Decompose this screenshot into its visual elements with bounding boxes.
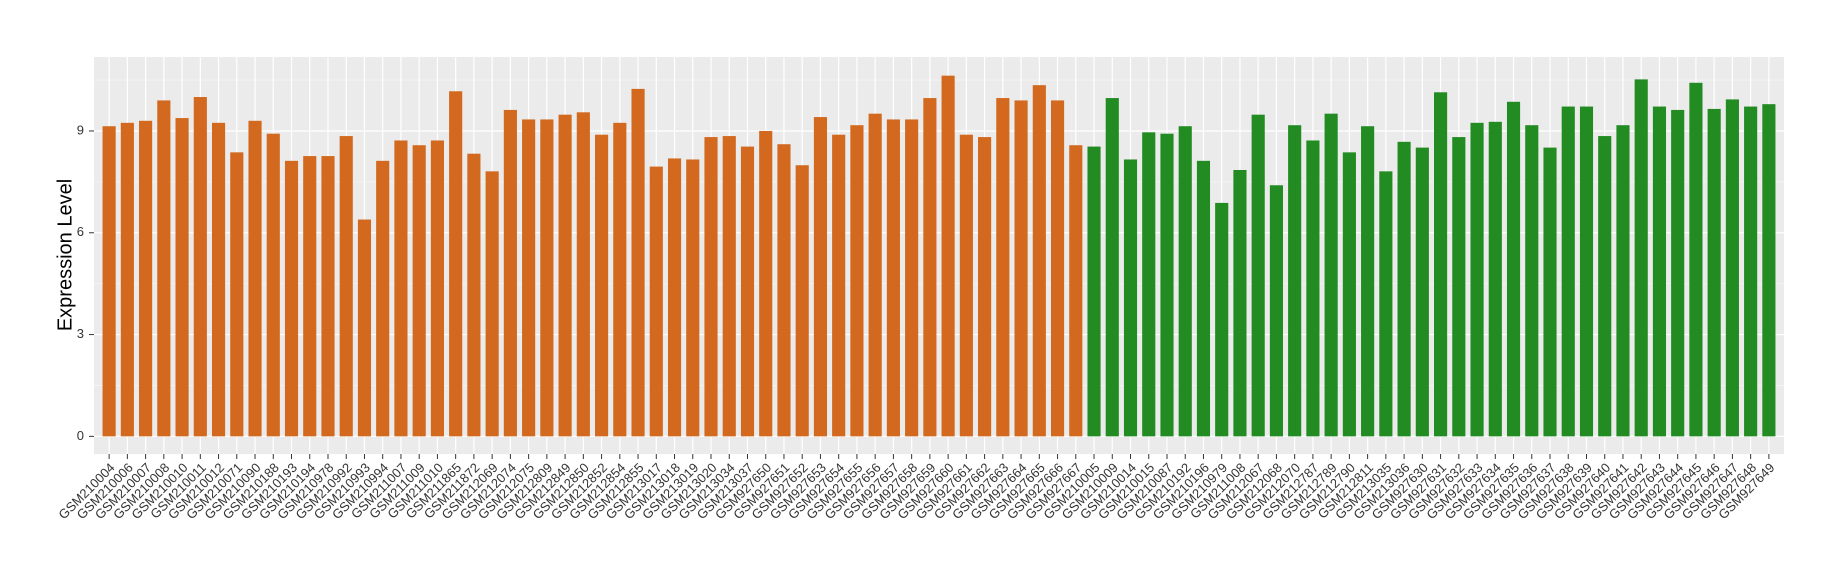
bar: [1525, 125, 1539, 437]
bar: [1634, 79, 1648, 437]
y-tick-label: 9: [77, 122, 84, 137]
bar: [1379, 171, 1393, 437]
bar: [339, 136, 353, 437]
bar: [1069, 145, 1083, 437]
bar: [193, 97, 207, 437]
bar: [120, 122, 134, 437]
bar: [923, 98, 937, 437]
bar: [558, 114, 572, 437]
bar: [1032, 85, 1046, 437]
bar: [1324, 113, 1338, 437]
bar: [266, 133, 280, 437]
bar: [211, 122, 226, 437]
bar: [1014, 100, 1028, 437]
bar: [996, 98, 1010, 437]
bar: [686, 159, 700, 437]
bar: [832, 134, 846, 437]
bar: [1707, 108, 1721, 437]
bar: [1306, 140, 1320, 437]
bar: [886, 119, 900, 437]
bar: [1142, 132, 1156, 437]
bar: [1598, 136, 1612, 437]
bar: [1123, 159, 1138, 437]
bar: [394, 140, 408, 437]
bar: [704, 137, 718, 437]
bar: [376, 160, 390, 437]
y-tick-label: 3: [77, 326, 84, 341]
bar: [1361, 126, 1375, 437]
bar: [1105, 98, 1119, 437]
bar: [1744, 106, 1758, 437]
bar: [467, 153, 481, 437]
bar: [102, 126, 116, 437]
bar: [1561, 106, 1575, 437]
bar: [357, 219, 372, 437]
bar: [868, 113, 882, 437]
bar: [1269, 185, 1283, 437]
bar: [1543, 147, 1557, 437]
bar: [1725, 99, 1739, 437]
bar: [1050, 100, 1065, 437]
bar: [613, 122, 627, 437]
bar: [740, 146, 755, 437]
bar: [1762, 104, 1776, 437]
bar: [1397, 141, 1411, 437]
bar: [230, 152, 244, 437]
bar: [522, 119, 536, 437]
y-axis-title: Expression Level: [54, 179, 76, 331]
bar: [1652, 106, 1667, 437]
bar: [1233, 169, 1247, 437]
bar: [722, 136, 736, 437]
bar: [1616, 125, 1630, 437]
bar: [959, 134, 973, 437]
bar: [1215, 202, 1229, 437]
bar: [1288, 125, 1302, 437]
bar: [1434, 92, 1448, 437]
bar: [303, 156, 317, 437]
bar: [1178, 126, 1192, 437]
bar: [667, 158, 682, 437]
bar: [1470, 122, 1484, 437]
bar: [1671, 109, 1685, 437]
bar: [248, 120, 262, 437]
bar: [1689, 82, 1703, 437]
bar: [284, 160, 299, 437]
bar: [1087, 146, 1101, 437]
bar: [905, 119, 919, 437]
bar: [1506, 101, 1521, 437]
bar: [412, 145, 426, 437]
bar: [175, 118, 189, 437]
bar: [1251, 114, 1265, 437]
bar: [430, 140, 444, 437]
bar: [978, 137, 992, 437]
bar: [813, 117, 828, 437]
bar: [795, 165, 809, 437]
panel: [94, 57, 1784, 454]
bar: [503, 109, 517, 437]
bar: [631, 88, 645, 437]
bar: [576, 112, 590, 437]
bar: [1415, 147, 1429, 437]
bar: [759, 130, 773, 437]
y-tick-label: 0: [77, 428, 84, 443]
bar: [1488, 121, 1502, 437]
bar: [850, 125, 864, 437]
bar: [485, 171, 499, 437]
bar: [649, 166, 663, 437]
bar: [321, 156, 335, 437]
bar: [1452, 137, 1466, 437]
bar: [595, 134, 609, 437]
bar: [1579, 106, 1594, 437]
bar: [540, 119, 554, 437]
bar: [449, 91, 463, 437]
bar: [157, 100, 171, 437]
bar: [777, 144, 791, 437]
bar: [1196, 160, 1211, 437]
bar: [139, 120, 153, 437]
bar: [941, 75, 955, 437]
bar: [1160, 133, 1174, 437]
bar: [1342, 152, 1356, 437]
y-tick-label: 6: [77, 224, 84, 239]
